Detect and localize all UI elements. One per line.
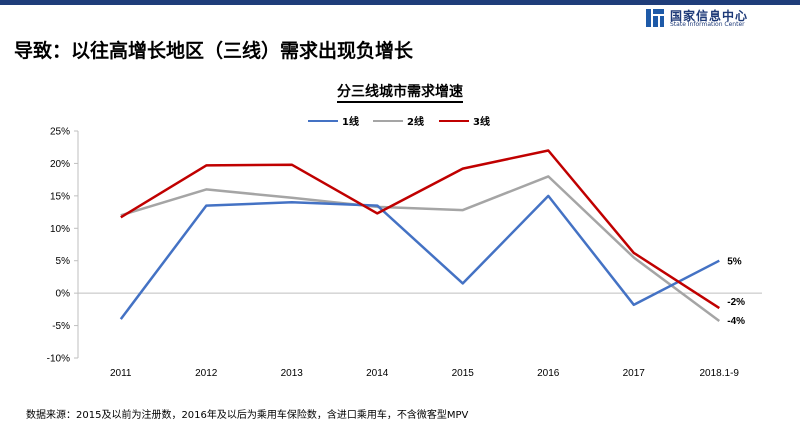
- end-value-label-3: -2%: [727, 297, 745, 308]
- chart-title-wrap: 分三线城市需求增速: [0, 81, 800, 103]
- end-value-label-2: -4%: [727, 316, 745, 327]
- logo-name-cn: 国家信息中心: [670, 9, 749, 23]
- building-blocks-icon: [646, 9, 664, 27]
- y-tick-label: 5%: [56, 256, 71, 267]
- series-line-3: [120, 149, 720, 310]
- top-accent-bar: [0, 0, 800, 5]
- y-tick-label: -5%: [52, 321, 70, 332]
- page-title: 导致：以往高增长地区（三线）需求出现负增长: [14, 40, 414, 62]
- series-line-2: [120, 175, 721, 323]
- series-line-1: [119, 194, 720, 320]
- x-tick-label: 2016: [537, 368, 560, 379]
- x-tick-label: 2018.1-9: [700, 368, 740, 379]
- x-tick-label: 2011: [110, 368, 132, 379]
- x-tick-label: 2013: [281, 368, 304, 379]
- legend-swatch-1: [308, 120, 338, 122]
- y-tick-label: -10%: [47, 354, 70, 365]
- legend-label-3: 3线: [473, 117, 490, 128]
- y-tick-label: 10%: [50, 224, 70, 235]
- legend-swatch-2: [373, 120, 403, 122]
- legend-label-2: 2线: [407, 117, 424, 128]
- y-tick-label: 15%: [50, 191, 70, 202]
- logo: 国家信息中心 State Information Center: [646, 7, 786, 29]
- x-tick-label: 2012: [195, 368, 218, 379]
- chart-title: 分三线城市需求增速: [337, 84, 463, 103]
- x-tick-label: 2017: [623, 368, 646, 379]
- y-tick-label: 20%: [50, 159, 70, 170]
- y-tick-label: 25%: [50, 127, 70, 138]
- chart-legend: 1线 2线 3线: [0, 112, 800, 130]
- legend-label-1: 1线: [342, 117, 359, 128]
- source-note: 数据来源：2015及以前为注册数，2016年及以后为乘用车保险数，含进口乘用车，…: [26, 410, 469, 421]
- end-value-label-1: 5%: [727, 257, 742, 268]
- x-tick-label: 2015: [452, 368, 475, 379]
- legend-swatch-3: [439, 120, 469, 122]
- logo-name-en: State Information Center: [670, 21, 745, 28]
- x-tick-label: 2014: [366, 368, 389, 379]
- y-tick-label: 0%: [56, 289, 71, 300]
